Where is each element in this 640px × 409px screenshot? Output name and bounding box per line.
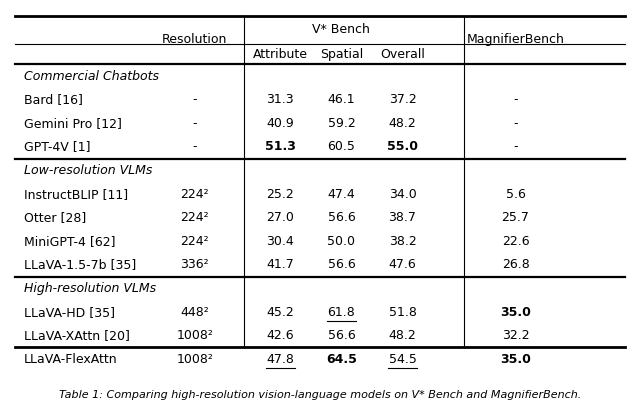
Text: Table 1: Comparing high-resolution vision-language models on V* Bench and Magnif: Table 1: Comparing high-resolution visio… (59, 391, 581, 400)
Text: 41.7: 41.7 (266, 258, 294, 272)
Text: GPT-4V [1]: GPT-4V [1] (24, 140, 90, 153)
Text: Gemini Pro [12]: Gemini Pro [12] (24, 117, 122, 130)
Text: 38.2: 38.2 (388, 235, 417, 248)
Text: 224²: 224² (180, 235, 209, 248)
Text: 27.0: 27.0 (266, 211, 294, 224)
Text: 64.5: 64.5 (326, 353, 357, 366)
Text: 51.3: 51.3 (265, 140, 296, 153)
Text: InstructBLIP [11]: InstructBLIP [11] (24, 188, 128, 200)
Text: 26.8: 26.8 (502, 258, 529, 272)
Text: 60.5: 60.5 (328, 140, 355, 153)
Text: 34.0: 34.0 (388, 188, 417, 200)
Text: 54.5: 54.5 (388, 353, 417, 366)
Text: 55.0: 55.0 (387, 140, 418, 153)
Text: 50.0: 50.0 (328, 235, 355, 248)
Text: Bard [16]: Bard [16] (24, 93, 83, 106)
Text: Spatial: Spatial (320, 48, 363, 61)
Text: Resolution: Resolution (162, 34, 227, 47)
Text: -: - (513, 117, 518, 130)
Text: -: - (193, 93, 197, 106)
Text: LLaVA-HD [35]: LLaVA-HD [35] (24, 306, 115, 319)
Text: 61.8: 61.8 (328, 306, 355, 319)
Text: 47.4: 47.4 (328, 188, 355, 200)
Text: LLaVA-1.5-7b [35]: LLaVA-1.5-7b [35] (24, 258, 136, 272)
Text: 35.0: 35.0 (500, 306, 531, 319)
Text: LLaVA-XAttn [20]: LLaVA-XAttn [20] (24, 329, 129, 342)
Text: 22.6: 22.6 (502, 235, 529, 248)
Text: 224²: 224² (180, 211, 209, 224)
Text: 224²: 224² (180, 188, 209, 200)
Text: High-resolution VLMs: High-resolution VLMs (24, 282, 156, 295)
Text: LLaVA-FlexAttn: LLaVA-FlexAttn (24, 353, 117, 366)
Text: 56.6: 56.6 (328, 258, 355, 272)
Text: 1008²: 1008² (176, 353, 213, 366)
Text: 5.6: 5.6 (506, 188, 525, 200)
Text: 51.8: 51.8 (388, 306, 417, 319)
Text: 47.6: 47.6 (388, 258, 417, 272)
Text: 1008²: 1008² (176, 329, 213, 342)
Text: Low-resolution VLMs: Low-resolution VLMs (24, 164, 152, 177)
Text: 59.2: 59.2 (328, 117, 355, 130)
Text: 25.2: 25.2 (266, 188, 294, 200)
Text: Commercial Chatbots: Commercial Chatbots (24, 70, 159, 83)
Text: 37.2: 37.2 (388, 93, 417, 106)
Text: 448²: 448² (180, 306, 209, 319)
Text: 35.0: 35.0 (500, 353, 531, 366)
Text: 45.2: 45.2 (266, 306, 294, 319)
Text: MiniGPT-4 [62]: MiniGPT-4 [62] (24, 235, 115, 248)
Text: 48.2: 48.2 (388, 329, 417, 342)
Text: 42.6: 42.6 (266, 329, 294, 342)
Text: 47.8: 47.8 (266, 353, 294, 366)
Text: Otter [28]: Otter [28] (24, 211, 86, 224)
Text: 30.4: 30.4 (266, 235, 294, 248)
Text: MagnifierBench: MagnifierBench (467, 34, 564, 47)
Text: 40.9: 40.9 (266, 117, 294, 130)
Text: 48.2: 48.2 (388, 117, 417, 130)
Text: V* Bench: V* Bench (312, 23, 371, 36)
Text: -: - (193, 140, 197, 153)
Text: -: - (193, 117, 197, 130)
Text: 32.2: 32.2 (502, 329, 529, 342)
Text: 25.7: 25.7 (502, 211, 529, 224)
Text: 31.3: 31.3 (266, 93, 294, 106)
Text: Attribute: Attribute (253, 48, 308, 61)
Text: 38.7: 38.7 (388, 211, 417, 224)
Text: 56.6: 56.6 (328, 329, 355, 342)
Text: 46.1: 46.1 (328, 93, 355, 106)
Text: 56.6: 56.6 (328, 211, 355, 224)
Text: -: - (513, 140, 518, 153)
Text: Overall: Overall (380, 48, 425, 61)
Text: 336²: 336² (180, 258, 209, 272)
Text: -: - (513, 93, 518, 106)
